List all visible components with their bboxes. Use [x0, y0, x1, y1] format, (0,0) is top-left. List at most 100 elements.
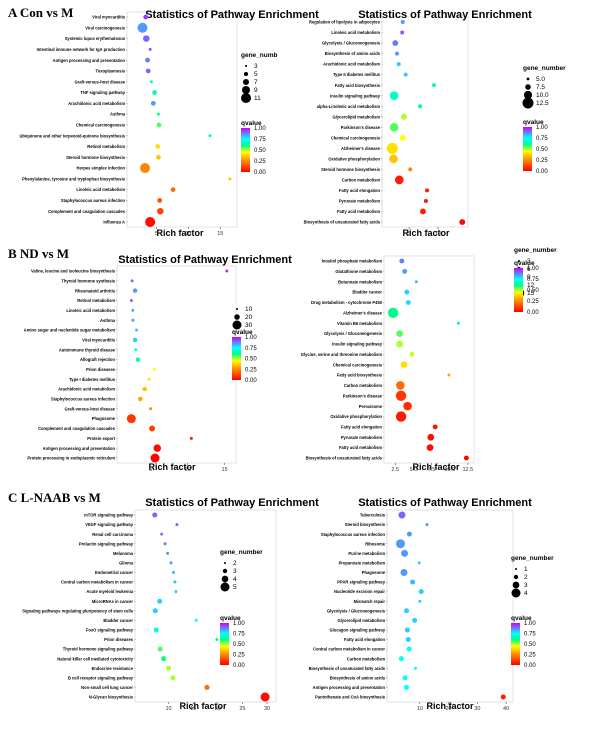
colorbar-tick-label: 0.75 [254, 137, 266, 143]
size-legend-dot [232, 320, 242, 330]
x-tick-label: 10 [185, 231, 191, 237]
pathway-label: Steroid biosynthesis [345, 522, 386, 527]
enrichment-point [156, 112, 160, 116]
enrichment-point [149, 407, 153, 411]
x-tick-label: 30 [264, 706, 270, 712]
enrichment-point [153, 444, 162, 452]
qvalue-legend-title: qvalue [511, 615, 532, 622]
size-legend-title: gene_number [514, 247, 557, 254]
enrichment-point [389, 91, 399, 101]
enrichment-point [225, 269, 229, 273]
pathway-label: Fatty acid biosynthesis [335, 83, 381, 88]
colorbar-tick-label: 0.50 [233, 642, 245, 648]
enrichment-point [157, 598, 163, 604]
pathway-label: Valine, leucine and isoleucine biosynthe… [31, 269, 116, 274]
enrichment-point [194, 618, 198, 622]
enrichment-point [134, 348, 138, 352]
pathway-label: N-Glycan biosynthesis [89, 695, 134, 700]
size-legend-dot [241, 85, 251, 95]
pathway-label: Glycolysis / Gluconeogenesis [322, 41, 381, 46]
pathway-label: Complement and coagulation cascades [48, 209, 126, 214]
enrichment-point [401, 549, 409, 557]
qvalue-colorbar [220, 623, 229, 665]
pathway-label: Influenza A [103, 220, 125, 225]
plot-frame [134, 509, 277, 703]
plot-frame [126, 11, 238, 228]
enrichment-point [405, 300, 411, 305]
pathway-label: Chemical carcinogenesis [331, 135, 381, 140]
qvalue-colorbar [241, 128, 250, 172]
pathway-label: Pyruvate metabolism [341, 435, 383, 440]
pathway-label: Regulation of lipolysis in adipocytes [309, 20, 381, 25]
size-legend-value: 12 [527, 282, 535, 289]
enrichment-point [145, 68, 151, 74]
pathway-label: Antigen processing and presentation [313, 685, 386, 690]
x-tick-label: 7.5 [428, 467, 436, 473]
enrichment-point [169, 561, 173, 565]
colorbar-tick-label: 1.00 [245, 335, 257, 341]
pathway-label: Melanoma [113, 551, 134, 556]
pathway-label: Glycerolipid metabolism [337, 618, 385, 623]
pathway-label: Asthma [100, 318, 116, 323]
size-legend-value: 12.5 [536, 100, 549, 107]
colorbar-tick-label: 0.25 [536, 158, 548, 164]
enrichment-chart-1: Statistics of Pathway Enrichment Rich fac… [19, 9, 319, 238]
colorbar-tick-label: 0.00 [536, 169, 548, 175]
pathway-label: Amino sugar and nucleotide sugar metabol… [24, 328, 116, 333]
enrichment-point [418, 589, 424, 595]
enrichment-point [400, 30, 405, 35]
size-legend-value: 3 [524, 582, 528, 589]
pathway-label: alpha-Linolenic acid metabolism [317, 104, 381, 109]
pathway-label: Prolactin signaling pathway [79, 541, 134, 546]
pathway-label: Nucleotide excision repair [334, 589, 385, 594]
enrichment-point [406, 646, 412, 652]
enrichment-point [404, 608, 410, 614]
pathway-label: Inositol phosphate metabolism [322, 259, 383, 264]
size-legend-value: 30 [245, 322, 253, 329]
pathway-label: Fatty acid elongation [339, 188, 380, 193]
pathway-label: Endocrine resistance [92, 666, 134, 671]
pathway-label: Oxidative phosphorylation [328, 156, 380, 161]
enrichment-point [132, 288, 138, 293]
pathway-label: MicroRNAs in cancer [92, 599, 134, 604]
enrichment-point [418, 104, 423, 109]
chart-title: Statistics of Pathway Enrichment [358, 497, 532, 509]
enrichment-point [155, 144, 161, 149]
enrichment-point [389, 122, 399, 132]
colorbar-tick-label: 0.00 [233, 663, 245, 669]
enrichment-chart-3: Statistics of Pathway Enrichment Rich fac… [24, 254, 292, 473]
size-legend-dot [525, 84, 531, 90]
pathway-label: Non-small cell lung cancer [81, 685, 133, 690]
pathway-label: Protein processing in endoplasmic reticu… [27, 456, 115, 461]
x-tick-label: 10 [165, 706, 171, 712]
enrichment-point [157, 207, 164, 215]
x-tick-label: 15 [222, 467, 228, 473]
size-legend-dot [243, 71, 249, 77]
pathway-label: Graft-versus-host disease [74, 79, 125, 84]
pathway-label: Central carbon metabolism in cancer [61, 580, 133, 585]
x-axis-label: Rich factor [412, 462, 460, 472]
enrichment-point [215, 638, 219, 642]
pathway-label: Biosynthesis of unsaturated fatty acids [309, 666, 386, 671]
pathway-label: Alzheimer's disease [341, 146, 381, 151]
enrichment-point [150, 100, 156, 106]
x-tick-label: 5 [408, 231, 411, 237]
size-legend-title: gene_numb [241, 52, 278, 59]
colorbar-tick-label: 0.75 [527, 277, 539, 283]
enrichment-point [131, 308, 135, 312]
qvalue-legend-title: qvalue [514, 260, 535, 267]
panel-label-b: B ND vs M [8, 246, 70, 261]
pathway-label: Prion diseases [86, 367, 116, 372]
size-legend-value: 6 [527, 266, 531, 273]
enrichment-point [447, 373, 451, 377]
x-tick-label: 25 [239, 706, 245, 712]
pathway-label: Parkinson's disease [343, 393, 383, 398]
colorbar-tick-label: 1.00 [233, 621, 245, 627]
size-legend-dot [512, 581, 520, 589]
x-axis-label: Rich factor [156, 228, 204, 238]
size-legend-dot [235, 307, 239, 311]
enrichment-point [150, 453, 160, 463]
pathway-label: Herpes simplex infection [77, 166, 126, 171]
pathway-label: Chemical carcinogenesis [333, 362, 383, 367]
enrichment-point [394, 51, 399, 56]
